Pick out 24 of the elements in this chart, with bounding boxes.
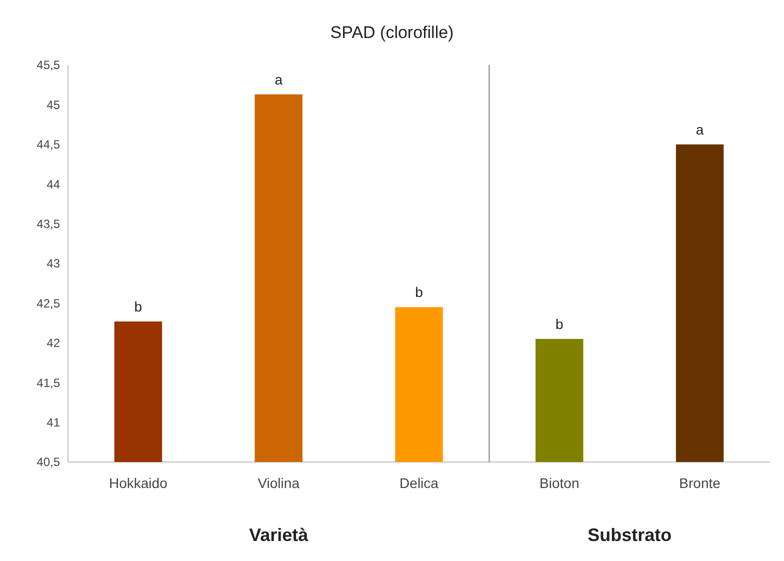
y-tick-label: 43,5 (36, 217, 60, 231)
y-tick-label: 41 (46, 416, 60, 430)
x-tick-label: Delica (400, 475, 439, 491)
y-tick-label: 40,5 (36, 455, 60, 470)
text: Varietà (249, 525, 310, 545)
annotation: a (274, 71, 283, 88)
y-tick-label: 44,5 (36, 138, 60, 152)
x-tick-label: Violina (258, 475, 300, 491)
annotation: b (415, 284, 424, 300)
x-tick-label: Bioton (540, 475, 580, 491)
y-tick-label: 44 (46, 177, 60, 192)
annotation: b (556, 316, 564, 332)
y-tick-label: 45 (46, 98, 60, 112)
y-tick-label: 41,5 (36, 376, 60, 390)
x-tick-label: Bronte (679, 475, 721, 491)
annotation: a (696, 121, 704, 138)
y-tick-label: 42 (46, 336, 60, 350)
y-tick-label: 43 (46, 256, 60, 271)
y-tick-label: 42,5 (36, 296, 60, 310)
x-tick-label: Hokkaido (109, 475, 168, 491)
annotation: b (134, 298, 142, 314)
y-tick-label: 45,5 (36, 58, 60, 72)
text: Substrato (588, 525, 672, 545)
chart-title: SPAD (clorofille) (330, 23, 454, 42)
